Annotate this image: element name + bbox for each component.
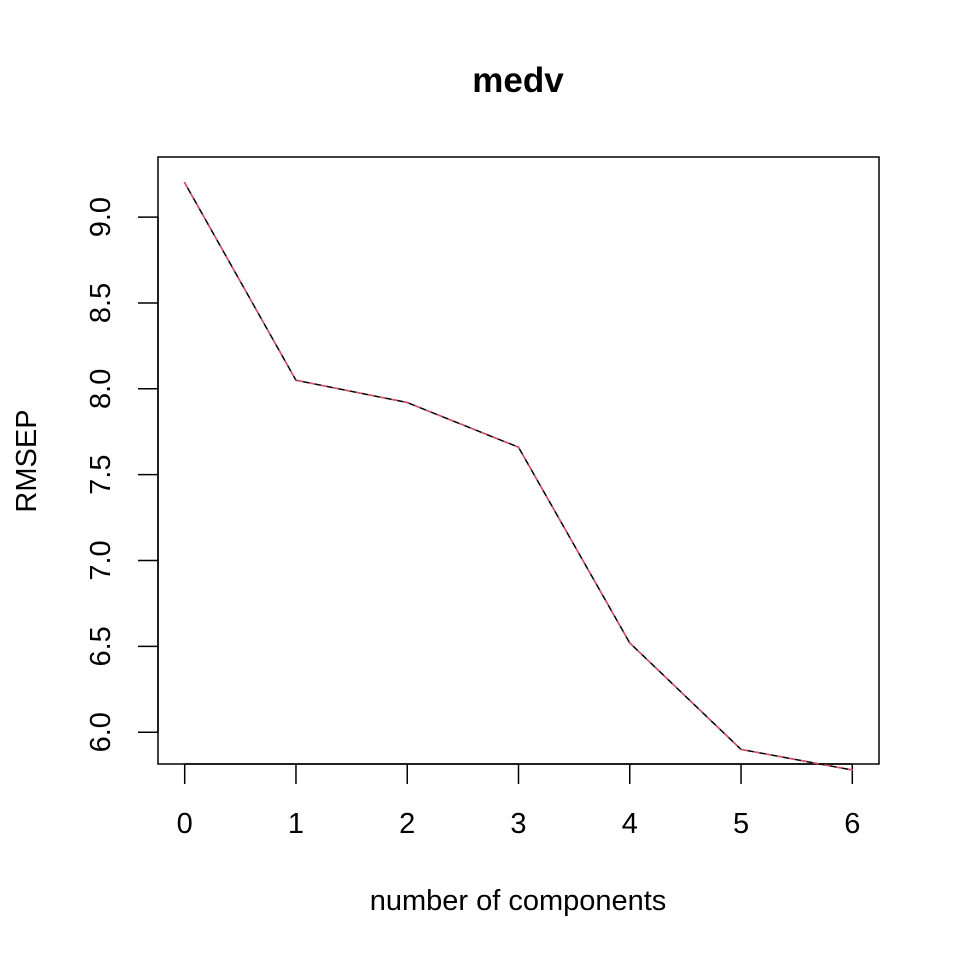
y-tick-label: 6.5 (85, 626, 117, 666)
series-1 (183, 181, 854, 771)
series-layer (183, 181, 854, 771)
x-axis-label: number of components (370, 885, 667, 917)
data-point (517, 446, 520, 449)
x-axis: 0 1 2 3 4 5 6 (177, 763, 860, 840)
chart-title: medv (472, 61, 564, 100)
data-point (295, 379, 297, 382)
data-point (628, 642, 631, 644)
x-tick-label: 6 (844, 808, 860, 840)
data-point (851, 769, 854, 771)
x-tick-label: 4 (622, 808, 638, 840)
y-axis: 6.0 6.5 7.0 7.5 8.0 8.5 9.0 (85, 197, 159, 752)
y-tick-label: 7.0 (85, 540, 117, 580)
x-tick-label: 5 (733, 808, 749, 840)
x-tick-label: 2 (399, 808, 415, 840)
data-point (183, 181, 186, 184)
y-tick-label: 6.0 (85, 712, 117, 752)
x-tick-label: 0 (177, 808, 193, 840)
x-tick-label: 1 (288, 808, 304, 840)
x-tick-label: 3 (510, 808, 526, 840)
y-tick-label: 9.0 (85, 197, 117, 237)
y-tick-label: 7.5 (85, 455, 117, 495)
data-point (740, 748, 742, 751)
data-point (406, 401, 409, 404)
y-tick-label: 8.0 (85, 369, 117, 409)
y-tick-label: 8.5 (85, 283, 117, 323)
y-axis-label: RMSEP (11, 409, 43, 512)
